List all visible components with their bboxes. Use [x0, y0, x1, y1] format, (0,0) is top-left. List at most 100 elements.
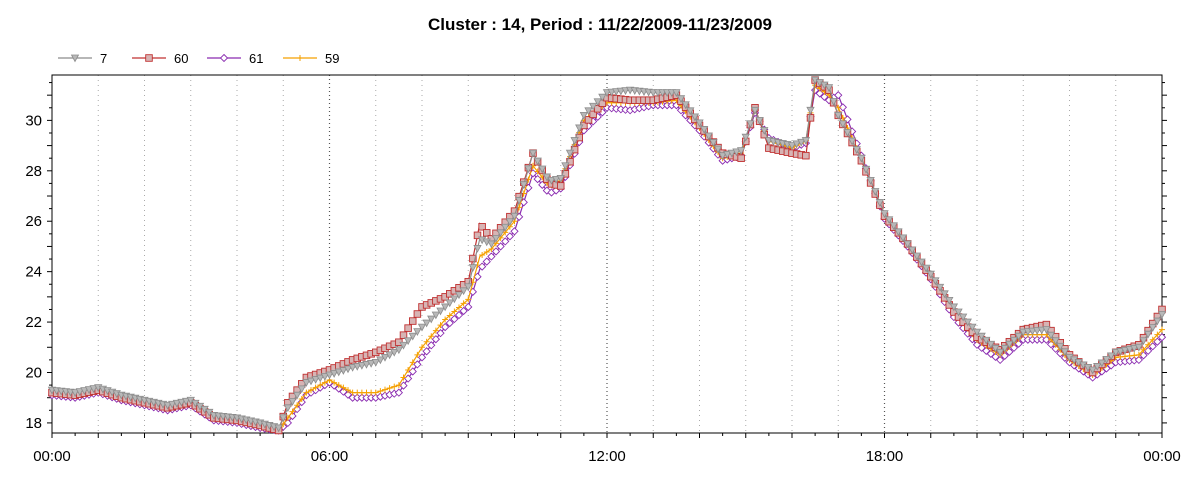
- data-point-7: [801, 137, 811, 145]
- data-point-59: [377, 388, 384, 395]
- data-point-61: [510, 227, 519, 236]
- data-point-7: [528, 149, 538, 158]
- data-point-7: [533, 157, 542, 166]
- data-point-7: [311, 376, 320, 384]
- data-point-7: [741, 133, 750, 142]
- data-point-7: [339, 367, 348, 375]
- data-point-7: [963, 318, 972, 327]
- data-point-7: [889, 222, 898, 231]
- data-point-7: [746, 120, 755, 129]
- data-point-7: [1120, 346, 1130, 355]
- data-point-60: [589, 110, 597, 119]
- data-point-7: [329, 370, 339, 378]
- data-point-59: [289, 408, 296, 415]
- data-point-61: [413, 360, 422, 369]
- data-point-7: [1111, 348, 1120, 357]
- data-point-61: [1157, 333, 1167, 342]
- data-point-59: [409, 359, 416, 366]
- data-point-61: [297, 397, 306, 407]
- y-tick-label: 20: [25, 364, 42, 381]
- data-point-60: [806, 114, 815, 122]
- data-point-61: [496, 242, 505, 251]
- x-tick-label: 00:00: [33, 448, 71, 465]
- data-point-59: [442, 316, 449, 323]
- data-point-59: [298, 395, 305, 402]
- x-tick-label: 00:00: [1143, 448, 1181, 465]
- data-point-7: [1023, 328, 1033, 336]
- data-point-7: [787, 142, 797, 150]
- data-point-7: [376, 356, 385, 365]
- data-point-7: [760, 127, 769, 135]
- data-point-60: [584, 116, 593, 124]
- data-point-60: [413, 310, 422, 318]
- data-point-7: [1019, 328, 1028, 337]
- data-point-7: [334, 368, 343, 377]
- data-point-61: [399, 381, 408, 390]
- legend-label-61: 61: [249, 51, 263, 66]
- y-tick-label: 18: [25, 415, 42, 432]
- data-point-60: [404, 324, 412, 332]
- data-point-7: [1102, 355, 1111, 364]
- data-point-7: [487, 240, 496, 249]
- data-point-61: [431, 335, 441, 344]
- data-point-7: [968, 323, 977, 332]
- data-point-61: [427, 341, 436, 350]
- data-point-61: [482, 257, 491, 266]
- data-point-7: [473, 245, 482, 253]
- data-point-7: [945, 296, 954, 305]
- data-point-60: [473, 231, 482, 240]
- data-point-7: [524, 165, 533, 174]
- data-point-7: [958, 313, 968, 322]
- data-point-7: [991, 344, 1000, 353]
- data-point-7: [371, 359, 380, 367]
- data-point-7: [279, 414, 288, 423]
- data-point-7: [417, 323, 427, 332]
- data-point-7: [353, 363, 362, 371]
- data-point-59: [460, 300, 467, 307]
- data-point-60: [469, 254, 477, 263]
- data-point-59: [1145, 341, 1152, 348]
- grid: [97, 75, 1117, 433]
- legend-marker-7: [70, 54, 80, 63]
- data-point-59: [345, 387, 351, 394]
- data-point-7: [413, 328, 422, 336]
- data-point-7: [1139, 337, 1148, 346]
- data-point-59: [391, 383, 398, 390]
- data-point-7: [1051, 337, 1060, 346]
- data-point-7: [713, 145, 723, 154]
- data-point-7: [1005, 340, 1014, 349]
- data-point-7: [1000, 344, 1009, 353]
- data-point-7: [399, 341, 408, 350]
- data-point-7: [450, 295, 459, 304]
- data-point-7: [403, 337, 413, 346]
- data-point-7: [385, 351, 394, 360]
- data-point-61: [459, 306, 468, 316]
- data-point-7: [681, 101, 690, 110]
- data-point-7: [843, 129, 852, 137]
- data-point-61: [491, 247, 501, 256]
- data-point-59: [372, 389, 379, 396]
- data-point-7: [468, 264, 478, 272]
- data-point-7: [519, 181, 528, 190]
- legend-marker-61: [219, 53, 229, 63]
- data-point-59: [465, 296, 472, 303]
- data-point-7: [551, 175, 561, 184]
- legend-marker-59: [297, 55, 303, 61]
- data-point-7: [181, 397, 191, 406]
- data-point-60: [483, 229, 491, 237]
- data-point-7: [177, 398, 186, 407]
- data-point-59: [451, 308, 458, 315]
- data-point-61: [834, 91, 843, 100]
- data-point-7: [977, 332, 986, 341]
- data-point-7: [852, 146, 861, 154]
- data-point-7: [538, 165, 547, 174]
- data-point-7: [607, 88, 616, 97]
- data-point-7: [884, 216, 894, 225]
- data-point-7: [316, 374, 325, 383]
- data-point-59: [335, 382, 342, 389]
- data-point-59: [312, 384, 319, 391]
- data-point-7: [570, 137, 579, 145]
- data-point-59: [405, 366, 412, 373]
- data-point-7: [505, 218, 515, 227]
- data-point-61: [538, 180, 547, 189]
